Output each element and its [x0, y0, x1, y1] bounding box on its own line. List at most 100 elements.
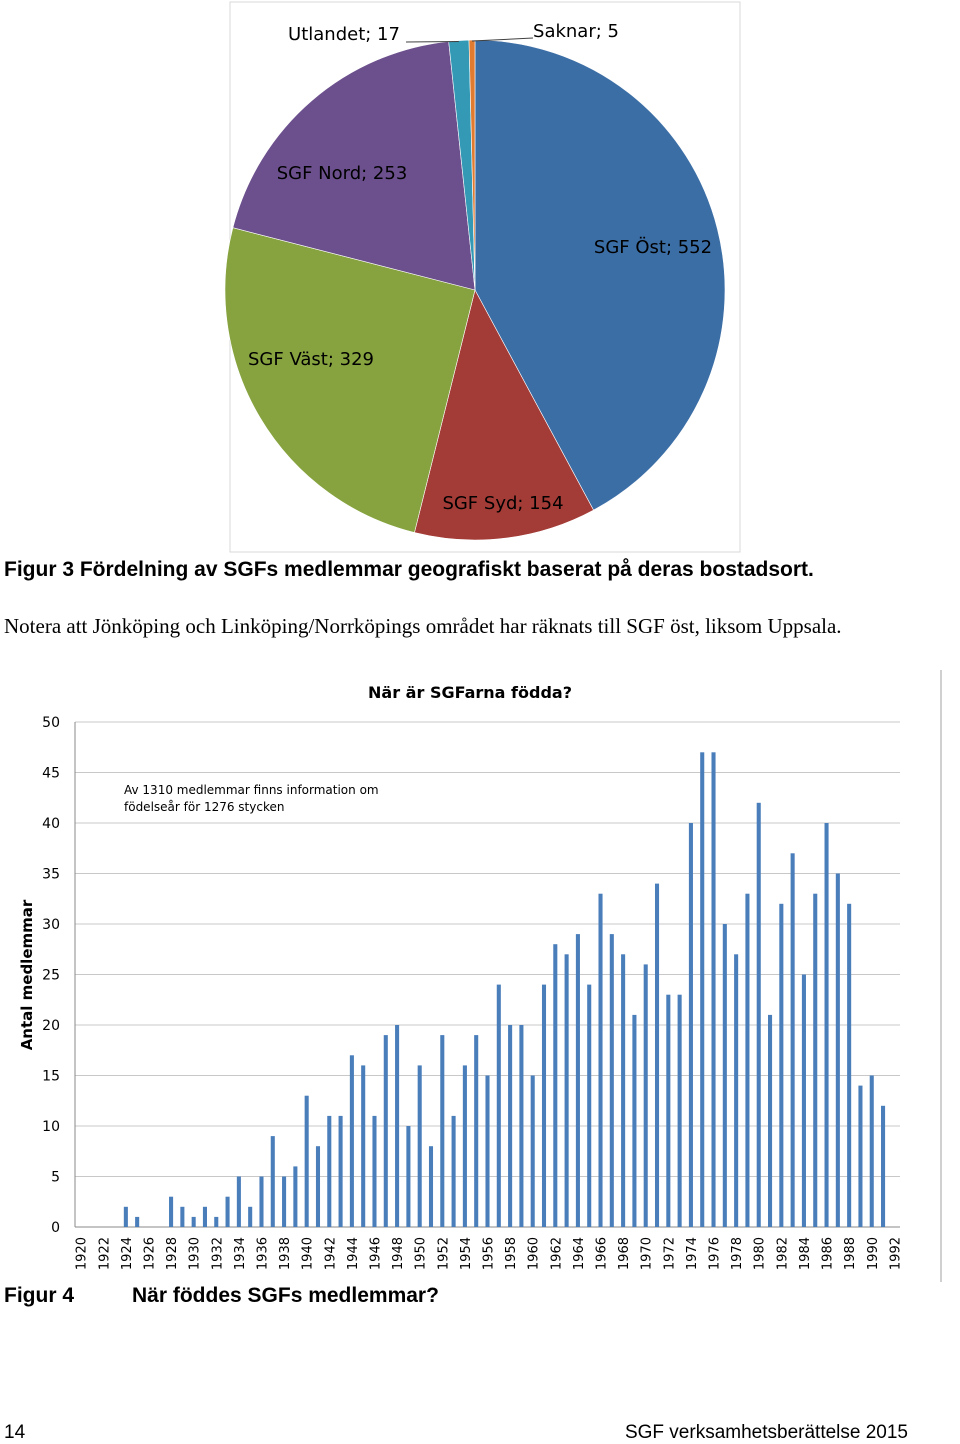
- bar-1959: [519, 1025, 524, 1227]
- x-tick-label-1958: 1958: [504, 1237, 519, 1270]
- pie-chart: SGF Öst; 552 SGF Syd; 154 SGF Väst; 329 SGF…: [224, 1, 741, 553]
- bar-1928: [169, 1196, 174, 1227]
- chart-annotation-line-2: födelseår för 1276 stycken: [124, 800, 284, 814]
- bar-1949: [406, 1126, 411, 1227]
- bar-1940: [304, 1095, 309, 1227]
- bar-1961: [541, 984, 547, 1227]
- y-tick-label-35: 35: [42, 867, 60, 883]
- x-tick-label-1924: 1924: [120, 1237, 135, 1270]
- bar-1938: [282, 1176, 287, 1227]
- bar-chart-figure: När är SGFarna födda? Antal medlemmar 0 5…: [0, 660, 960, 1290]
- bar-1979: [745, 893, 750, 1227]
- y-tick-label-25: 25: [42, 968, 60, 984]
- bar-1947: [383, 1035, 388, 1227]
- x-tick-label-1986: 1986: [821, 1237, 836, 1270]
- bar-1967: [609, 934, 614, 1227]
- chart-title: När är SGFarna födda?: [368, 683, 572, 702]
- bar-1935: [248, 1206, 253, 1227]
- bar-chart: När är SGFarna födda? Antal medlemmar 0 5…: [18, 670, 942, 1282]
- y-tick-label-10: 10: [42, 1119, 60, 1135]
- bar-1960: [530, 1075, 535, 1227]
- y-tick-label-15: 15: [42, 1069, 60, 1085]
- bar-1982: [779, 903, 784, 1227]
- x-tick-label-1922: 1922: [97, 1237, 112, 1270]
- bar-1962: [553, 944, 558, 1227]
- bar-1955: [474, 1035, 479, 1227]
- bar-1970: [643, 964, 648, 1227]
- x-tick-label-1978: 1978: [730, 1237, 745, 1270]
- x-tick-label-1932: 1932: [210, 1237, 225, 1270]
- pie-label-sgf-v-st: SGF Väst; 329: [248, 349, 374, 370]
- y-tick-labels: 0 5 10 15 20 25 30 35 40 45 50: [42, 715, 60, 1236]
- bar-1989: [858, 1085, 863, 1227]
- x-tick-label-1938: 1938: [278, 1237, 293, 1270]
- bar-1963: [564, 954, 569, 1227]
- bar-1939: [293, 1166, 298, 1227]
- bar-1925: [135, 1216, 140, 1227]
- x-tick-label-1928: 1928: [165, 1237, 180, 1270]
- bar-1969: [632, 1014, 637, 1227]
- bar-1990: [869, 1075, 874, 1227]
- bar-1942: [327, 1115, 332, 1227]
- x-tick-label-1974: 1974: [685, 1237, 700, 1270]
- figure-3-caption: Figur 3 Fördelning av SGFs medlemmar geo…: [4, 558, 814, 581]
- pie-slices: [224, 39, 726, 541]
- x-tick-label-1934: 1934: [233, 1237, 248, 1270]
- bar-1956: [485, 1075, 490, 1227]
- bar-1958: [508, 1025, 513, 1227]
- bar-1975: [700, 752, 705, 1227]
- x-tick-label-1950: 1950: [414, 1237, 429, 1270]
- y-tick-label-20: 20: [42, 1018, 60, 1034]
- pie-slice-saknar: [468, 39, 476, 291]
- bar-1986: [824, 823, 829, 1227]
- bar-1966: [598, 893, 603, 1227]
- x-tick-label-1944: 1944: [346, 1237, 361, 1270]
- x-tick-label-1970: 1970: [640, 1237, 655, 1270]
- x-tick-label-1984: 1984: [798, 1237, 813, 1270]
- x-tick-label-1936: 1936: [255, 1237, 270, 1270]
- bar-1968: [621, 954, 626, 1227]
- figure-4-caption: När föddes SGFs medlemmar?: [132, 1284, 439, 1307]
- bar-1953: [451, 1115, 456, 1227]
- bar-1964: [575, 934, 580, 1227]
- bar-1981: [768, 1014, 773, 1227]
- pie-label-sgf-st: SGF Öst; 552: [594, 236, 712, 258]
- bar-1972: [666, 994, 671, 1227]
- bar-1974: [688, 823, 693, 1227]
- pie-labels: SGF Öst; 552 SGF Syd; 154 SGF Väst; 329 SGF…: [248, 21, 712, 514]
- pie-leader-saknar: [471, 37, 534, 42]
- x-tick-label-1966: 1966: [595, 1237, 610, 1270]
- pie-slice-sgf-nord: [232, 41, 476, 291]
- bar-1930: [191, 1216, 196, 1227]
- chart-annotation-line-1: Av 1310 medlemmar finns information om: [124, 783, 379, 797]
- bar-1946: [372, 1115, 377, 1227]
- x-tick-label-1942: 1942: [323, 1237, 338, 1270]
- bar-1931: [202, 1206, 207, 1227]
- bar-1929: [180, 1206, 185, 1227]
- bar-1971: [654, 883, 660, 1227]
- bar-1983: [790, 853, 795, 1227]
- bar-1984: [801, 974, 806, 1227]
- bar-1945: [361, 1065, 366, 1227]
- y-tick-label-50: 50: [42, 715, 60, 731]
- y-tick-label-30: 30: [42, 917, 60, 933]
- bar-1987: [835, 873, 840, 1227]
- bar-1948: [395, 1025, 400, 1227]
- y-tick-label-5: 5: [51, 1170, 60, 1186]
- x-tick-label-1920: 1920: [75, 1237, 90, 1270]
- y-tick-label-45: 45: [42, 766, 60, 782]
- x-tick-label-1926: 1926: [142, 1237, 157, 1270]
- bar-1976: [711, 752, 716, 1227]
- bar-1977: [722, 924, 727, 1227]
- x-tick-label-1962: 1962: [549, 1237, 564, 1270]
- bar-1988: [847, 903, 852, 1227]
- x-tick-label-1990: 1990: [866, 1237, 881, 1270]
- bar-1980: [756, 802, 761, 1227]
- pie-label-utlandet: Utlandet; 17: [288, 24, 400, 45]
- bar-1934: [236, 1176, 241, 1227]
- x-tick-label-1982: 1982: [775, 1237, 790, 1270]
- page-number: 14: [4, 1422, 26, 1443]
- x-tick-labels: 1920 1922 1924 1926 1928 1930 1932 1934 1936 1938…: [75, 1237, 904, 1270]
- bar-1943: [338, 1115, 343, 1227]
- x-tick-label-1960: 1960: [527, 1237, 542, 1270]
